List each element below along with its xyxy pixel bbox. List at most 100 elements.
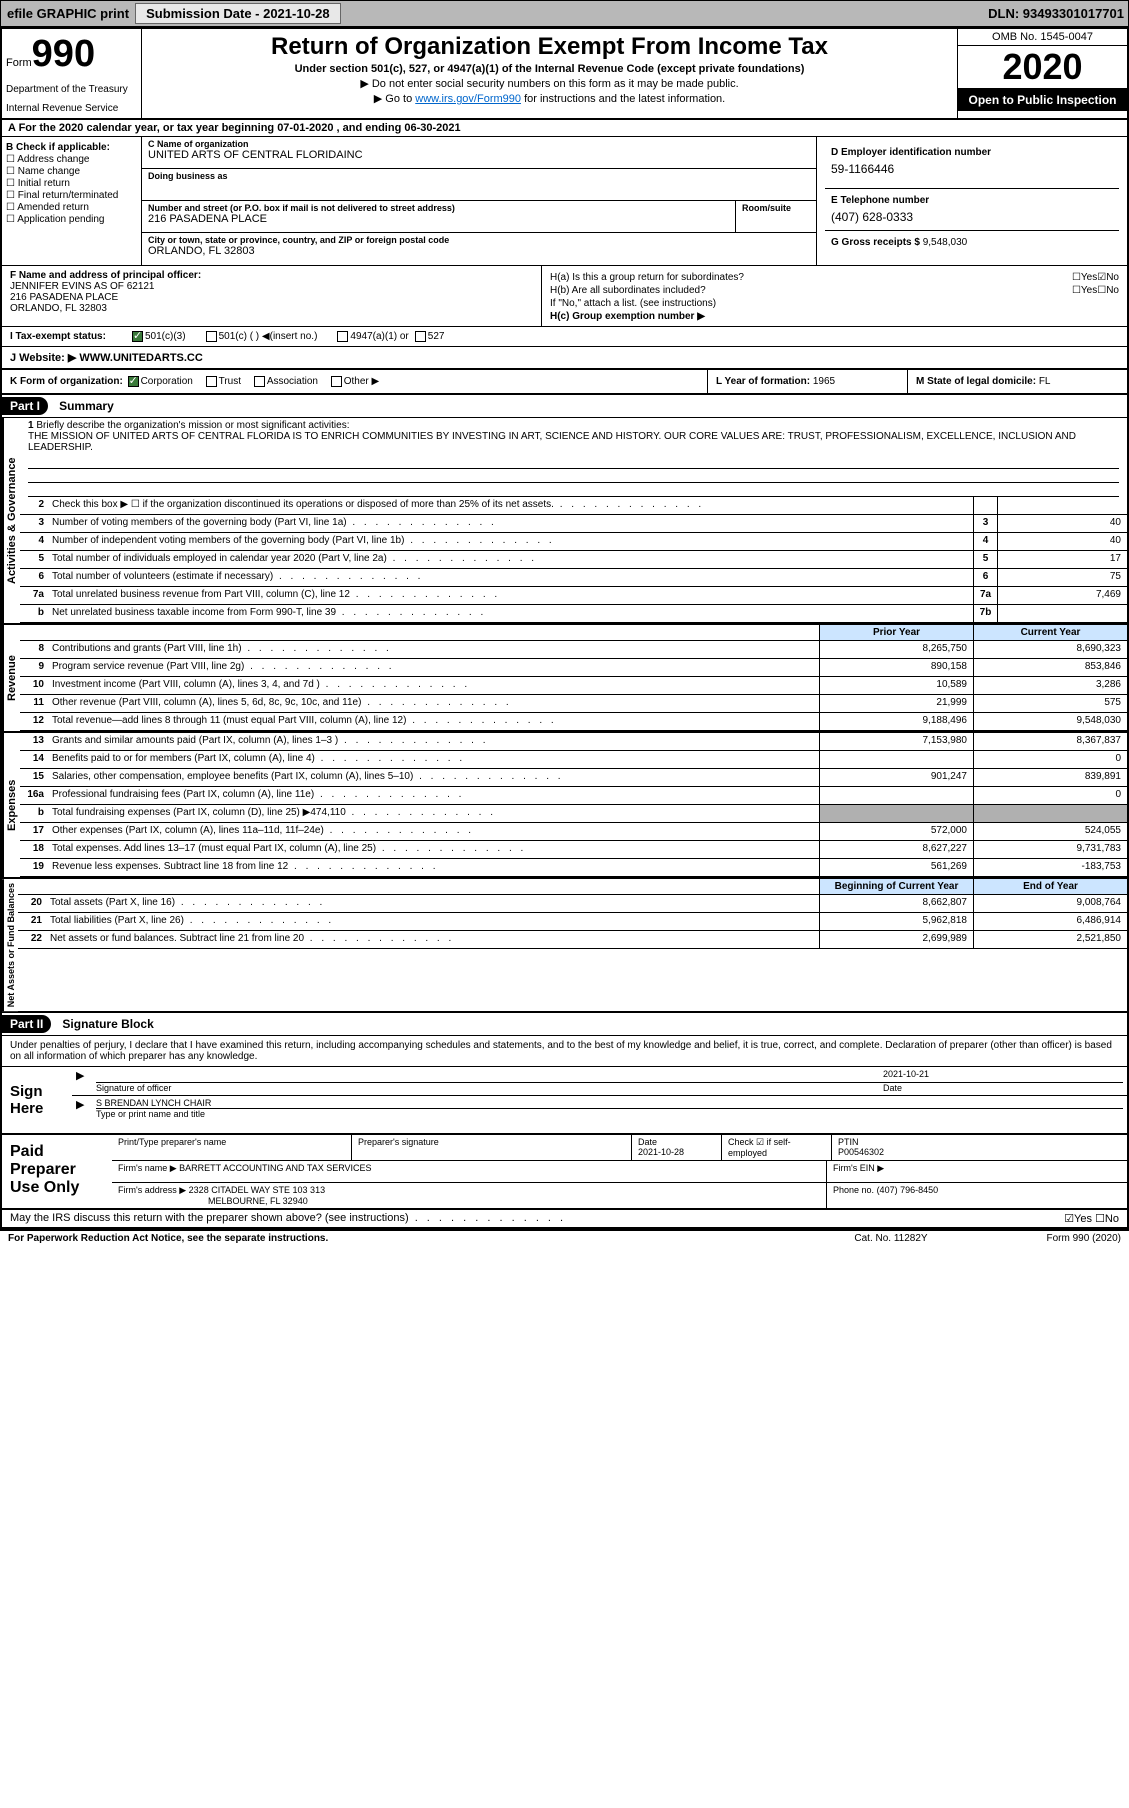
two-col-line: 12 Total revenue—add lines 8 through 11 … — [20, 713, 1127, 731]
beginning-year-header: Beginning of Current Year — [819, 879, 973, 894]
501c3-checkbox[interactable] — [132, 331, 143, 342]
column-c: C Name of organization UNITED ARTS OF CE… — [142, 137, 817, 265]
mission-text: THE MISSION OF UNITED ARTS OF CENTRAL FL… — [28, 431, 1076, 453]
b-label: B Check if applicable: — [6, 142, 137, 153]
discuss-yes[interactable]: ☑Yes — [1064, 1213, 1092, 1225]
line-box-val — [997, 605, 1127, 622]
line-text: Benefits paid to or for members (Part IX… — [48, 751, 819, 768]
line-text: Total revenue—add lines 8 through 11 (mu… — [48, 713, 819, 730]
column-b: B Check if applicable: ☐ Address change … — [2, 137, 142, 265]
527-checkbox[interactable] — [415, 331, 426, 342]
name-label: Type or print name and title — [96, 1109, 205, 1119]
b-opt-4[interactable]: ☐ Amended return — [6, 202, 137, 213]
header-mid: Return of Organization Exempt From Incom… — [142, 29, 957, 118]
line-text: Revenue less expenses. Subtract line 18 … — [48, 859, 819, 876]
paperwork-notice: For Paperwork Reduction Act Notice, see … — [8, 1233, 821, 1244]
b-opt-2[interactable]: ☐ Initial return — [6, 178, 137, 189]
line-num: 2 — [20, 497, 48, 514]
prior-val: 8,265,750 — [819, 641, 973, 658]
line-box-num: 7b — [973, 605, 997, 622]
prep-date: Date2021-10-28 — [632, 1135, 722, 1160]
officer-sig-field[interactable]: Signature of officer — [96, 1069, 883, 1093]
gross-label: G Gross receipts $ — [831, 237, 920, 248]
b-opt-0[interactable]: ☐ Address change — [6, 154, 137, 165]
submission-date-button[interactable]: Submission Date - 2021-10-28 — [135, 3, 341, 24]
officer-name: JENNIFER EVINS AS OF 62121 — [10, 281, 533, 292]
officer-addr1: 216 PASADENA PLACE — [10, 292, 533, 303]
4947-checkbox[interactable] — [337, 331, 348, 342]
line-text: Total number of individuals employed in … — [48, 551, 973, 568]
line-box-val: 75 — [997, 569, 1127, 586]
line-num: 21 — [18, 913, 46, 930]
part-2-title: Signature Block — [62, 1017, 153, 1031]
current-val: 8,690,323 — [973, 641, 1127, 658]
sig-arrow-icon: ▶ — [76, 1069, 96, 1093]
line-text: Total fundraising expenses (Part IX, col… — [48, 805, 819, 822]
b-opt-3[interactable]: ☐ Final return/terminated — [6, 190, 137, 201]
officer-addr2: ORLANDO, FL 32803 — [10, 303, 533, 314]
f-label: F Name and address of principal officer: — [10, 270, 533, 281]
mission-blank-2 — [28, 469, 1119, 483]
hb-yes[interactable]: ☐Yes — [1072, 285, 1097, 296]
website-val: WWW.UNITEDARTS.CC — [79, 352, 202, 364]
ha-yes[interactable]: ☐Yes — [1072, 272, 1097, 283]
501c-checkbox[interactable] — [206, 331, 217, 342]
b-opt-5[interactable]: ☐ Application pending — [6, 214, 137, 225]
assoc-checkbox[interactable] — [254, 376, 265, 387]
officer-sig-row: ▶ Signature of officer 2021-10-21 Date — [72, 1067, 1127, 1096]
prep-content: Print/Type preparer's name Preparer's si… — [112, 1135, 1127, 1208]
form-number: 990 — [32, 33, 95, 75]
line-1-num: 1 — [28, 420, 34, 431]
corp-checkbox[interactable] — [128, 376, 139, 387]
sign-here-block: Sign Here ▶ Signature of officer 2021-10… — [2, 1067, 1127, 1135]
line-num: 14 — [20, 751, 48, 768]
current-val: -183,753 — [973, 859, 1127, 876]
current-val: 9,008,764 — [973, 895, 1127, 912]
hb-no[interactable]: ☐No — [1097, 285, 1119, 296]
line-num: 9 — [20, 659, 48, 676]
ein-label: D Employer identification number — [831, 147, 1113, 158]
city-val: ORLANDO, FL 32803 — [148, 245, 810, 257]
two-col-line: 8 Contributions and grants (Part VIII, l… — [20, 641, 1127, 659]
room-label: Room/suite — [742, 203, 810, 213]
firm-phone: Phone no. (407) 796-8450 — [827, 1183, 1127, 1208]
line-box-num — [973, 497, 997, 514]
line-box-val — [997, 497, 1127, 514]
prior-val: 2,699,989 — [819, 931, 973, 948]
dba-row: Doing business as — [142, 169, 816, 201]
line-num: 18 — [20, 841, 48, 858]
assoc-label: Association — [267, 376, 318, 387]
sig-label: Signature of officer — [96, 1083, 171, 1093]
other-checkbox[interactable] — [331, 376, 342, 387]
sig-date-label: Date — [883, 1083, 902, 1093]
prep-self-employed[interactable]: Check ☑ if self-employed — [722, 1135, 832, 1160]
trust-checkbox[interactable] — [206, 376, 217, 387]
discuss-no[interactable]: ☐No — [1095, 1213, 1119, 1225]
line-box-val: 17 — [997, 551, 1127, 568]
hb-label: H(b) Are all subordinates included? — [550, 285, 1072, 296]
b-opt-1[interactable]: ☐ Name change — [6, 166, 137, 177]
hc-label: H(c) Group exemption number ▶ — [550, 311, 1119, 322]
tel-val: (407) 628-0333 — [831, 210, 1113, 224]
part-2-header-row: Part II Signature Block — [2, 1013, 1127, 1036]
k-label: K Form of organization: — [10, 376, 123, 387]
sig-date-field: 2021-10-21 Date — [883, 1069, 1123, 1093]
current-val: 575 — [973, 695, 1127, 712]
ha-no[interactable]: ☑No — [1097, 272, 1119, 283]
line-num: 4 — [20, 533, 48, 550]
current-val: 9,731,783 — [973, 841, 1127, 858]
ptin-val: P00546302 — [838, 1147, 884, 1157]
line-box-val: 40 — [997, 533, 1127, 550]
current-val: 3,286 — [973, 677, 1127, 694]
line-num: b — [20, 805, 48, 822]
two-col-line: 18 Total expenses. Add lines 13–17 (must… — [20, 841, 1127, 859]
irs-link[interactable]: www.irs.gov/Form990 — [415, 93, 521, 105]
room-suite: Room/suite — [736, 201, 816, 232]
activities-line: b Net unrelated business taxable income … — [20, 605, 1127, 623]
ein-block: D Employer identification number 59-1166… — [825, 141, 1119, 189]
activities-vert-label: Activities & Governance — [2, 418, 20, 623]
line-box-val: 40 — [997, 515, 1127, 532]
line-text: Total liabilities (Part X, line 26) — [46, 913, 819, 930]
prior-val: 8,627,227 — [819, 841, 973, 858]
expenses-content: 13 Grants and similar amounts paid (Part… — [20, 733, 1127, 877]
